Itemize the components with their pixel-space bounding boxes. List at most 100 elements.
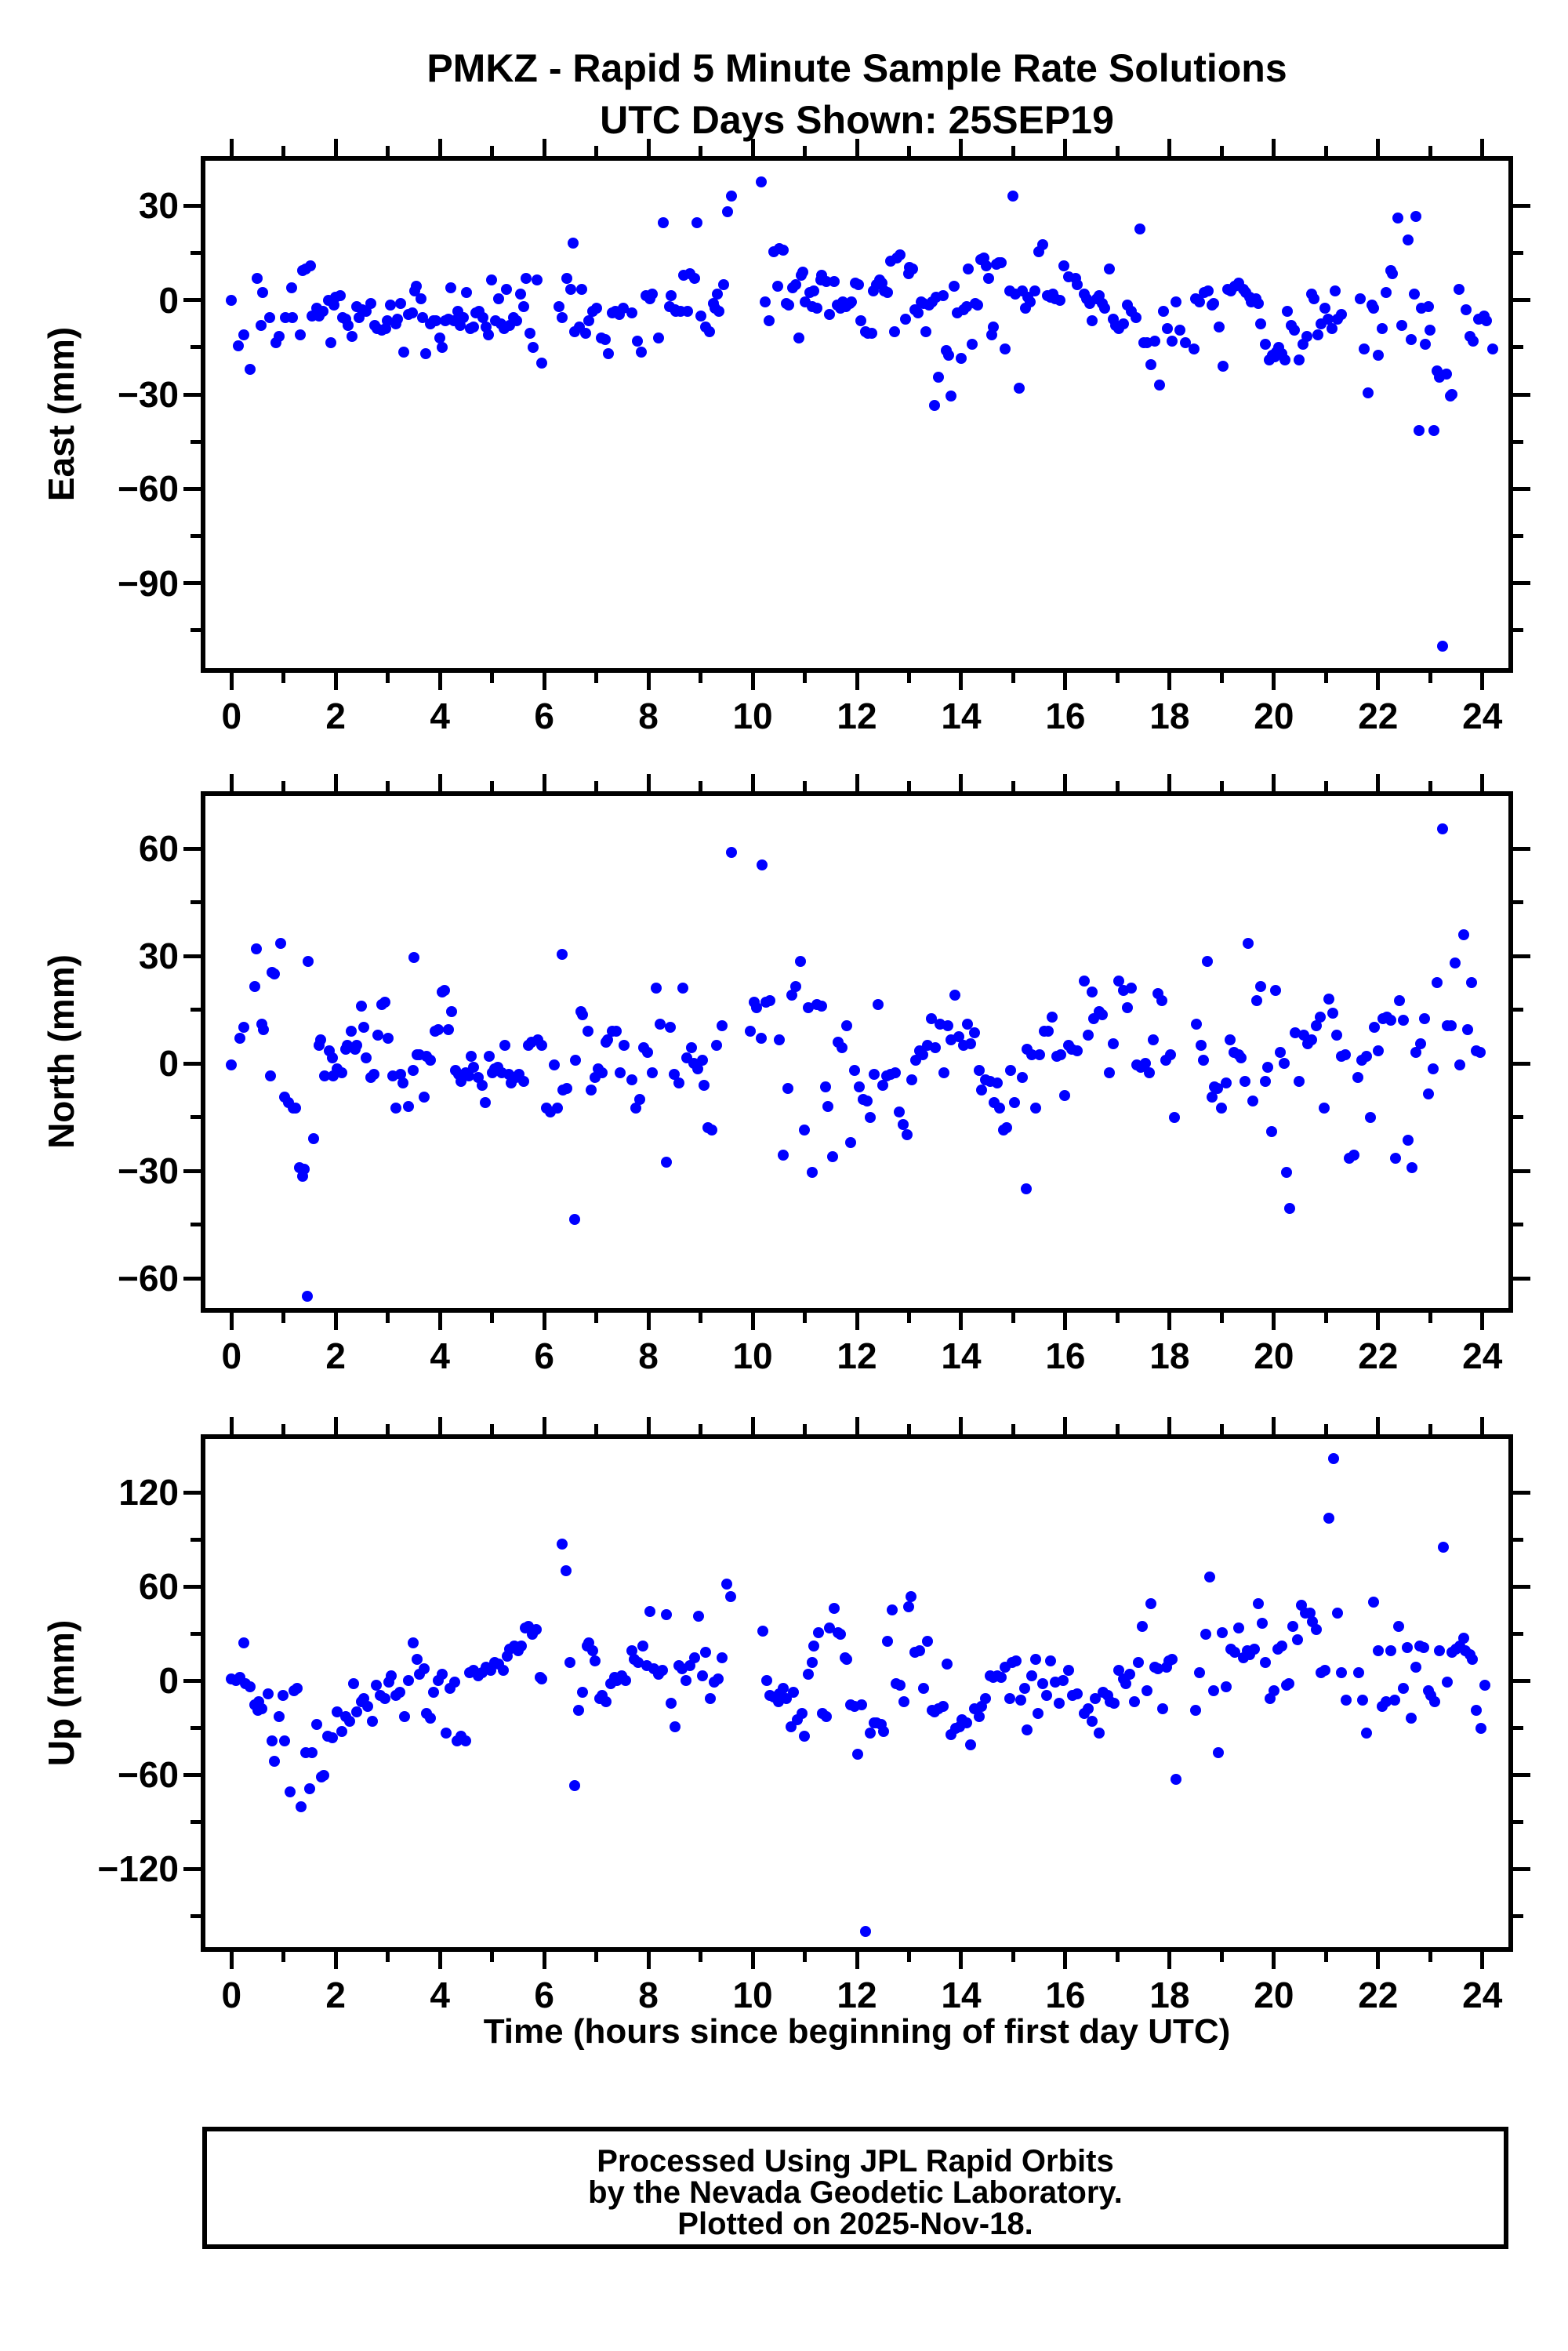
data-point: [961, 300, 973, 312]
data-point: [1157, 305, 1169, 317]
data-point: [244, 363, 256, 375]
data-point: [1255, 980, 1267, 992]
x-major-tick: [334, 1313, 338, 1330]
x-axis-title: Time (hours since beginning of first day…: [483, 2012, 1231, 2051]
data-point: [946, 391, 957, 402]
data-point: [1410, 1662, 1421, 1673]
data-point: [492, 293, 504, 304]
data-point: [1049, 1677, 1061, 1688]
data-point: [632, 335, 644, 347]
data-point: [601, 1696, 612, 1707]
data-point: [651, 983, 662, 994]
data-point: [292, 1683, 303, 1694]
data-point: [893, 1106, 905, 1117]
data-point: [318, 305, 329, 317]
data-point: [820, 275, 832, 287]
y-minor-tick: [1513, 900, 1523, 904]
data-point: [1315, 1011, 1326, 1023]
data-point: [898, 1696, 910, 1707]
data-point: [575, 283, 587, 295]
data-point: [325, 336, 336, 348]
x-minor-tick: [386, 673, 390, 683]
y-major-tick: [1513, 1062, 1530, 1066]
data-point: [697, 1670, 709, 1681]
data-point: [922, 1636, 934, 1647]
data-point: [1087, 986, 1098, 997]
data-point: [1208, 1685, 1220, 1696]
data-point: [290, 1103, 301, 1114]
data-point: [262, 1688, 274, 1699]
x-major-tick: [1480, 1417, 1484, 1434]
y-major-tick: [183, 1773, 201, 1777]
y-major-tick: [183, 847, 201, 851]
data-point: [782, 299, 794, 311]
x-minor-tick: [1011, 1952, 1015, 1962]
data-point: [1117, 318, 1129, 329]
data-point: [436, 1669, 448, 1680]
data-point: [907, 263, 919, 274]
data-point: [1276, 1641, 1288, 1652]
north-panel-frame: [201, 791, 1513, 1313]
x-major-tick: [543, 673, 546, 690]
data-point: [1019, 1683, 1031, 1694]
data-point: [1170, 296, 1181, 307]
data-point: [372, 1029, 384, 1041]
data-point: [580, 327, 592, 339]
data-point: [1122, 1002, 1134, 1014]
y-axis-title-east: East (mm): [41, 326, 82, 502]
data-point: [382, 1033, 394, 1045]
x-major-tick: [1272, 774, 1276, 791]
x-major-tick: [855, 139, 859, 156]
data-point: [889, 1066, 901, 1078]
data-point: [398, 346, 410, 358]
up-panel-frame: [201, 1434, 1513, 1952]
x-minor-tick: [1116, 146, 1120, 156]
x-tick-label: 8: [638, 696, 659, 736]
data-point: [365, 297, 376, 309]
data-point: [975, 1085, 987, 1096]
data-point: [1363, 387, 1374, 399]
data-point: [1099, 302, 1111, 314]
east-panel-frame: [201, 156, 1513, 673]
data-point: [408, 952, 419, 964]
data-point: [882, 1636, 894, 1647]
y-major-tick: [183, 1169, 201, 1173]
data-point: [1194, 296, 1206, 307]
data-point: [717, 1652, 728, 1663]
data-point: [1402, 1135, 1414, 1146]
data-point: [1248, 1644, 1260, 1655]
data-point: [1071, 278, 1083, 290]
x-major-tick: [855, 673, 859, 690]
x-tick-label: 16: [1045, 696, 1086, 736]
data-point: [528, 341, 539, 353]
data-point: [700, 1647, 712, 1658]
data-point: [1083, 1703, 1094, 1714]
x-major-tick: [959, 673, 963, 690]
data-point: [1243, 938, 1254, 950]
y-tick-label: 60: [138, 828, 179, 870]
data-point: [332, 1706, 343, 1717]
x-minor-tick: [594, 146, 598, 156]
data-point: [822, 1100, 834, 1112]
data-point: [1128, 1696, 1140, 1707]
data-point: [1398, 1015, 1410, 1027]
data-point: [1360, 1050, 1372, 1062]
data-point: [1152, 1663, 1164, 1674]
data-point: [1141, 336, 1152, 348]
data-point: [1440, 368, 1452, 380]
data-point: [929, 400, 941, 412]
data-point: [257, 1023, 269, 1035]
y-minor-tick: [191, 628, 201, 632]
data-point: [1252, 1598, 1264, 1609]
data-point: [346, 1026, 358, 1037]
data-point: [1461, 303, 1472, 315]
x-major-tick: [1167, 673, 1171, 690]
data-point: [906, 1074, 917, 1085]
data-point: [1030, 1654, 1042, 1665]
y-major-tick: [1513, 847, 1530, 851]
x-minor-tick: [1428, 781, 1432, 791]
data-point: [1290, 1027, 1301, 1039]
data-point: [1339, 1048, 1351, 1060]
data-point: [467, 321, 479, 332]
x-major-tick: [1063, 139, 1067, 156]
